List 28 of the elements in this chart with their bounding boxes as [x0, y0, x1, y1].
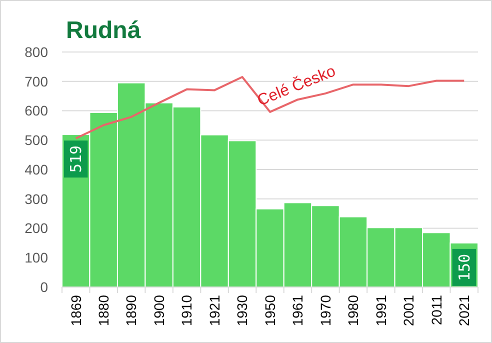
x-tick-label: 1950	[262, 294, 278, 326]
chart-title: Rudná	[66, 17, 142, 44]
y-tick-label: 0	[40, 278, 48, 295]
y-tick-label: 600	[24, 102, 48, 119]
y-tick-label: 200	[24, 220, 48, 236]
x-tick-label: 1890	[123, 294, 140, 326]
y-tick-label: 800	[24, 44, 48, 60]
x-tick-label: 1991	[372, 294, 389, 326]
y-tick-label: 700	[24, 73, 48, 90]
x-tick-label: 1910	[178, 294, 195, 326]
x-tick-label: 2011	[428, 294, 444, 326]
x-tick-label: 1980	[345, 294, 362, 326]
text: Celé Česko	[254, 62, 338, 110]
data-label: 150	[455, 254, 474, 281]
x-tick-label: 1869	[68, 294, 84, 326]
x-tick-label: 1921	[206, 294, 222, 326]
y-tick-label: 500	[24, 132, 48, 148]
x-tick-label: 2001	[400, 294, 417, 326]
x-tick-label: 2021	[456, 294, 472, 326]
x-tick-label: 1900	[150, 294, 167, 326]
y-tick-label: 100	[24, 250, 48, 266]
y-tick-label: 300	[24, 190, 48, 207]
x-tick-label: 1970	[317, 294, 334, 326]
x-tick-label: 1930	[234, 294, 250, 326]
x-tick-label: 1961	[290, 294, 306, 326]
data-label: 519	[67, 145, 86, 173]
x-tick-label: 1880	[96, 294, 112, 326]
y-tick-label: 400	[24, 161, 48, 178]
